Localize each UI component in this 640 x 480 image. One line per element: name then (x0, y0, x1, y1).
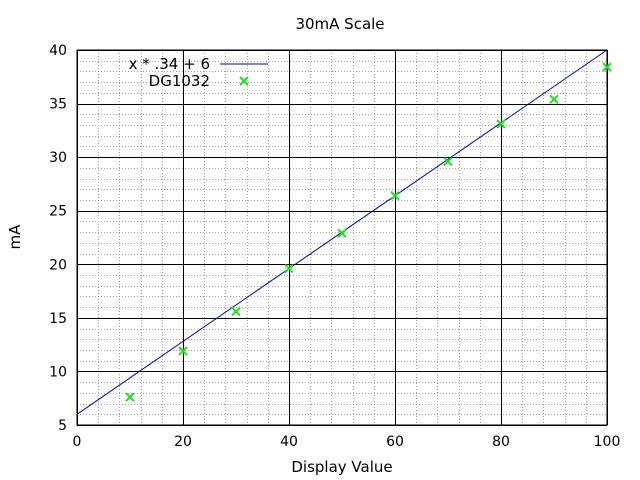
data-point (337, 228, 347, 238)
y-tick-labels: 5 10 15 20 25 30 35 40 (49, 43, 67, 434)
chart-title: 30mA Scale (295, 15, 384, 33)
legend: x * .34 + 6 DG1032 (129, 55, 268, 90)
x-tick-label: 60 (386, 434, 404, 450)
y-tick-label: 25 (49, 204, 67, 220)
y-tick-label: 15 (49, 311, 67, 327)
x-axis-label: Display Value (291, 458, 392, 476)
y-tick-label: 35 (49, 97, 67, 113)
x-tick-label: 40 (280, 434, 298, 450)
data-point (390, 191, 400, 201)
y-tick-label: 20 (49, 257, 67, 273)
legend-label-dg1032: DG1032 (149, 72, 210, 90)
data-point (443, 156, 453, 167)
data-point (284, 263, 294, 274)
x-tick-label: 20 (174, 434, 192, 450)
legend-label-fit-line: x * .34 + 6 (129, 55, 210, 73)
legend-marker-x (239, 76, 249, 86)
data-point (496, 119, 506, 129)
y-tick-label: 40 (49, 43, 67, 59)
y-tick-label: 30 (49, 150, 67, 166)
x-tick-label: 80 (492, 434, 510, 450)
y-tick-label: 10 (49, 364, 67, 380)
x-tick-label: 0 (73, 434, 82, 450)
minor-grid (77, 50, 607, 425)
axis-ticks (77, 50, 608, 426)
data-point (549, 94, 559, 104)
legend-swatch-dg1032 (239, 76, 249, 86)
data-point (178, 346, 188, 356)
y-tick-label: 5 (58, 418, 67, 434)
data-point (125, 392, 135, 402)
x-tick-label: 100 (594, 434, 621, 450)
series-layer (76, 49, 612, 415)
x-tick-labels: 0 20 40 60 80 100 (73, 434, 621, 450)
data-point (602, 62, 612, 72)
data-point (231, 306, 241, 317)
plot-frame (76, 49, 608, 426)
y-axis-label: mA (6, 224, 24, 250)
